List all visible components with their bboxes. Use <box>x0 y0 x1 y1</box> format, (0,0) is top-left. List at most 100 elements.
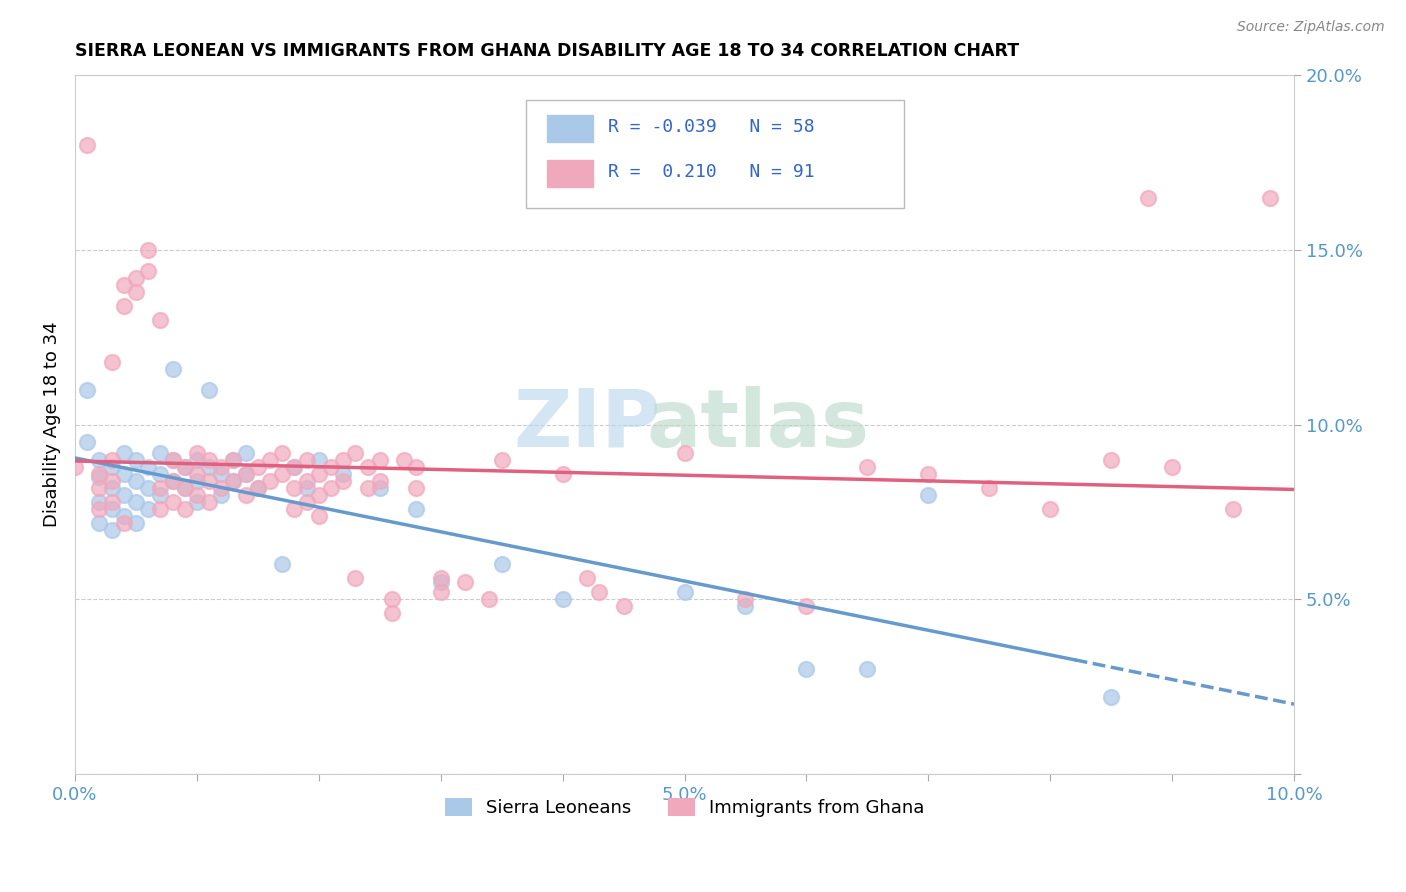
Point <box>856 662 879 676</box>
FancyBboxPatch shape <box>526 100 904 208</box>
Point <box>356 459 378 474</box>
Point <box>368 452 391 467</box>
Point <box>429 571 451 585</box>
Point <box>1222 501 1244 516</box>
Point <box>100 481 122 495</box>
Point <box>222 452 245 467</box>
Point <box>173 501 195 516</box>
Point <box>186 474 208 488</box>
Bar <box>547 115 593 142</box>
Point <box>478 592 501 607</box>
Point <box>332 474 354 488</box>
Point <box>259 452 281 467</box>
Point <box>100 452 122 467</box>
Point <box>295 481 318 495</box>
Point <box>198 459 221 474</box>
Point <box>235 467 257 481</box>
Point <box>308 487 330 501</box>
Point <box>112 508 135 523</box>
Point <box>796 599 818 614</box>
Point <box>283 459 305 474</box>
Point <box>198 494 221 508</box>
Text: R =  0.210   N = 91: R = 0.210 N = 91 <box>607 163 814 181</box>
Point <box>222 474 245 488</box>
Point <box>368 481 391 495</box>
Point <box>429 574 451 589</box>
Point <box>112 445 135 459</box>
Point <box>209 481 232 495</box>
Point <box>405 481 427 495</box>
Point <box>162 361 184 376</box>
Point <box>89 501 111 516</box>
Point <box>673 445 696 459</box>
Point <box>136 501 159 516</box>
Point <box>125 452 148 467</box>
Text: R = -0.039   N = 58: R = -0.039 N = 58 <box>607 118 814 136</box>
Point <box>149 467 172 481</box>
Point <box>491 452 513 467</box>
Point <box>283 459 305 474</box>
Point <box>162 474 184 488</box>
Point <box>149 313 172 327</box>
Point <box>454 574 477 589</box>
Point <box>162 452 184 467</box>
Point <box>198 383 221 397</box>
Point <box>76 435 98 450</box>
Point <box>381 607 404 621</box>
Point <box>100 523 122 537</box>
Point <box>295 494 318 508</box>
Point <box>259 474 281 488</box>
Point <box>235 487 257 501</box>
Point <box>308 467 330 481</box>
Point <box>344 571 367 585</box>
Point <box>405 501 427 516</box>
Point <box>551 592 574 607</box>
Point <box>576 571 599 585</box>
Point <box>112 277 135 292</box>
Point <box>125 516 148 530</box>
Point <box>186 467 208 481</box>
Point <box>222 452 245 467</box>
Point <box>613 599 636 614</box>
Point <box>173 481 195 495</box>
Point <box>332 467 354 481</box>
Point <box>173 459 195 474</box>
Point <box>173 459 195 474</box>
Point <box>209 459 232 474</box>
Point <box>308 452 330 467</box>
Point <box>1099 690 1122 705</box>
Point <box>63 459 86 474</box>
Point <box>295 452 318 467</box>
Point <box>588 585 610 599</box>
Point <box>491 558 513 572</box>
Point <box>235 467 257 481</box>
Point <box>125 271 148 285</box>
Point <box>319 481 342 495</box>
Point <box>89 516 111 530</box>
Legend: Sierra Leoneans, Immigrants from Ghana: Sierra Leoneans, Immigrants from Ghana <box>437 790 932 824</box>
Point <box>295 474 318 488</box>
Point <box>100 459 122 474</box>
Point <box>381 592 404 607</box>
Point <box>125 474 148 488</box>
Point <box>356 481 378 495</box>
Point <box>89 470 111 484</box>
Point <box>734 599 756 614</box>
Point <box>271 445 294 459</box>
Text: Source: ZipAtlas.com: Source: ZipAtlas.com <box>1237 20 1385 34</box>
Point <box>856 459 879 474</box>
Point <box>308 508 330 523</box>
Point <box>405 459 427 474</box>
Point <box>1161 459 1184 474</box>
Point <box>246 481 269 495</box>
Point <box>917 487 939 501</box>
Point <box>100 501 122 516</box>
Point <box>100 355 122 369</box>
Text: SIERRA LEONEAN VS IMMIGRANTS FROM GHANA DISABILITY AGE 18 TO 34 CORRELATION CHAR: SIERRA LEONEAN VS IMMIGRANTS FROM GHANA … <box>75 42 1019 60</box>
Point <box>149 487 172 501</box>
Point <box>136 264 159 278</box>
Point <box>136 481 159 495</box>
Point <box>76 383 98 397</box>
Point <box>162 452 184 467</box>
Point <box>1039 501 1062 516</box>
